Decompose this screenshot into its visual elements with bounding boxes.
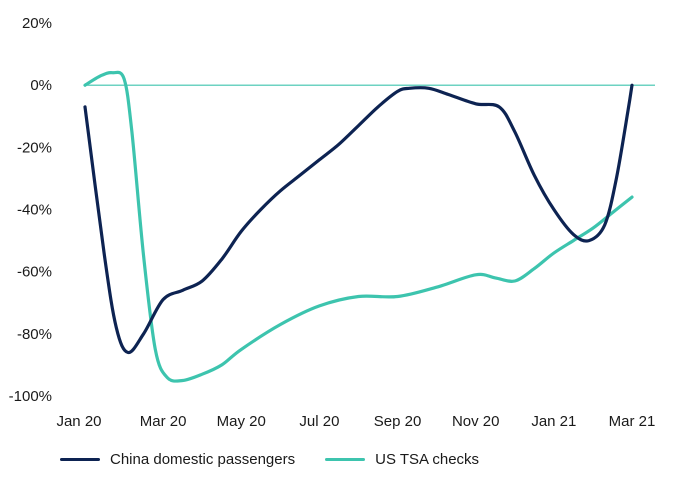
legend-label-us-tsa: US TSA checks [375,451,480,468]
y-tick-label: 0% [30,77,52,94]
legend-label-china: China domestic passengers [110,451,296,468]
legend-swatch-china [60,458,100,461]
x-axis-tick-labels: Jan 20 Mar 20 May 20 Jul 20 Sep 20 Nov 20 Jan … [56,413,655,430]
y-tick-label: -20% [17,139,52,156]
series-line-us-tsa-checks [83,70,634,383]
legend-swatch-us-tsa [325,458,366,461]
x-tick-label: Jan 21 [531,413,576,430]
y-tick-label: 20% [22,15,52,32]
x-tick-label: Sep 20 [374,413,422,430]
y-axis-tick-labels: 20% 0% -20% -40% -60% -80% -100% [9,15,52,405]
y-tick-label: -80% [17,326,52,343]
y-tick-label: -60% [17,264,52,281]
y-tick-label: -100% [9,388,52,405]
series-line-china-domestic-passengers [83,83,634,355]
y-tick-label: -40% [17,202,52,219]
x-tick-label: Mar 21 [609,413,656,430]
x-tick-label: Nov 20 [452,413,500,430]
legend-item-us-tsa: US TSA checks [325,451,479,468]
x-tick-label: Jan 20 [56,413,101,430]
x-tick-label: Jul 20 [299,413,339,430]
series-group [83,70,634,383]
legend: China domestic passengers US TSA checks [60,451,479,468]
x-tick-label: May 20 [217,413,266,430]
x-tick-label: Mar 20 [140,413,187,430]
legend-item-china: China domestic passengers [60,451,295,468]
